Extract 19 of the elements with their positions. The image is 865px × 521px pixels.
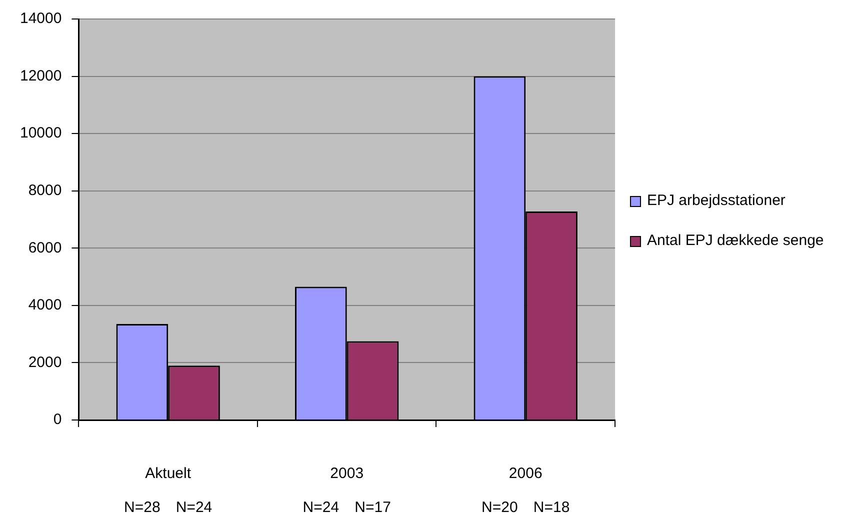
y-tick-label: 4000 bbox=[28, 296, 62, 314]
x-tick-label: 2003 bbox=[330, 465, 364, 482]
text: N=20 bbox=[482, 499, 518, 516]
y-tick-label: 12000 bbox=[20, 67, 62, 84]
y-tick-label: 6000 bbox=[28, 239, 62, 256]
text: N=24 bbox=[302, 499, 340, 516]
text: N=28 bbox=[124, 499, 160, 516]
y-tick-label: 0 bbox=[53, 411, 62, 428]
text: N=18 bbox=[533, 499, 570, 516]
y-tick-label: 8000 bbox=[28, 182, 62, 199]
text: N=17 bbox=[354, 499, 391, 516]
y-tick-label: 2000 bbox=[28, 354, 62, 371]
y-tick-label: 14000 bbox=[20, 10, 62, 28]
x-tick-label: 2006 bbox=[508, 465, 542, 482]
text: N=24 bbox=[176, 499, 212, 516]
y-tick-label: 10000 bbox=[20, 124, 62, 142]
legend-label: Antal EPJ dækkede senge bbox=[647, 231, 825, 251]
legend-label: EPJ arbejdsstationer bbox=[647, 191, 786, 211]
x-tick-label: Aktuelt bbox=[145, 465, 192, 482]
